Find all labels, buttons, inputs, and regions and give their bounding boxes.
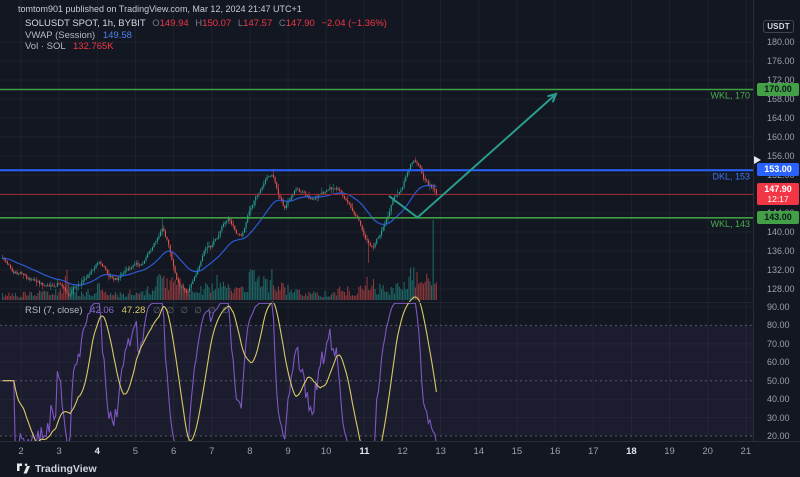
rsi-label[interactable]: RSI (7, close) xyxy=(25,305,83,316)
rsi-tick-label: 20.00 xyxy=(767,431,790,441)
time-axis-label: 13 xyxy=(435,446,446,457)
close-key: C xyxy=(278,18,286,29)
symbol-title[interactable]: SOLUSDT SPOT, 1h, BYBIT xyxy=(25,18,146,29)
time-axis-label: 3 xyxy=(56,446,62,457)
rsi-tick-label: 40.00 xyxy=(767,394,790,405)
tradingview-logo-icon[interactable] xyxy=(17,462,30,475)
time-axis-label: 19 xyxy=(664,446,675,457)
price-marker-arrow-icon xyxy=(754,156,761,164)
rsi-tick-label: 50.00 xyxy=(767,375,790,386)
rsi-tick-label: 30.00 xyxy=(767,412,790,423)
rsi-tick-label: 70.00 xyxy=(767,338,790,349)
time-axis-label: 11 xyxy=(359,446,370,457)
price-level-badge: 170.00 xyxy=(757,82,799,96)
vwap-value: 149.58 xyxy=(102,29,132,41)
footer-bar: TradingView xyxy=(0,460,800,477)
publish-header: tomtom901 published on TradingView.com, … xyxy=(18,4,302,14)
time-axis-label: 21 xyxy=(740,446,752,457)
rsi-tick-label: 80.00 xyxy=(767,320,790,331)
price-tick-label: 176.00 xyxy=(767,56,795,66)
time-axis-label: 9 xyxy=(285,446,291,457)
price-tick-label: 136.00 xyxy=(767,246,795,256)
time-axis-label: 14 xyxy=(473,446,485,457)
svg-text:WKL, 170: WKL, 170 xyxy=(710,91,750,101)
time-axis-label: 5 xyxy=(132,446,139,457)
high-key: H xyxy=(195,18,203,29)
time-axis-label: 6 xyxy=(170,446,177,457)
pane-divider[interactable] xyxy=(0,302,800,303)
open-value: 149.94 xyxy=(159,18,189,29)
time-axis-label: 15 xyxy=(511,446,523,457)
rsi-value: 42.06 xyxy=(90,305,114,316)
high-value: 150.07 xyxy=(202,18,232,29)
time-axis-label: 18 xyxy=(626,446,637,457)
time-axis-label: 7 xyxy=(209,446,215,457)
time-axis-label: 16 xyxy=(549,446,561,457)
time-axis-label: 4 xyxy=(94,446,100,457)
rsi-ma-value: 47.28 xyxy=(121,305,146,316)
price-tick-label: 180.00 xyxy=(767,37,795,47)
close-value: 147.90 xyxy=(285,18,315,29)
svg-text:DKL, 153: DKL, 153 xyxy=(712,171,750,181)
tradingview-brand-text[interactable]: TradingView xyxy=(35,462,97,475)
chart-plot-area[interactable]: WKL, 170 DKL, 153 WKL, 143 xyxy=(0,0,753,468)
price-tick-label: 132.00 xyxy=(767,265,795,275)
price-level-badge: 153.00 xyxy=(757,163,799,177)
price-tick-label: 128.00 xyxy=(767,284,795,294)
low-value: 147.57 xyxy=(243,18,273,29)
volume-label[interactable]: Vol · SOL xyxy=(25,41,66,52)
price-level-badge: 143.00 xyxy=(757,210,799,224)
price-tick-label: 168.00 xyxy=(767,94,795,104)
price-level-badge: 147.90 12:17 xyxy=(757,183,799,206)
open-key: O xyxy=(152,18,160,29)
vwap-label[interactable]: VWAP (Session) xyxy=(25,29,96,41)
currency-toggle-button[interactable]: USDT xyxy=(763,20,794,33)
time-axis-label: 20 xyxy=(702,446,713,457)
price-tick-label: 160.00 xyxy=(767,132,795,142)
rsi-empty-values: ∅ ∅ ∅ ∅ ∅ ∅ xyxy=(153,305,232,315)
price-axis[interactable]: USDT 180.00 176.00 172.00 168.00 164.00 160.0… xyxy=(753,0,800,460)
svg-text:WKL, 143: WKL, 143 xyxy=(710,219,750,229)
rsi-tick-label: 60.00 xyxy=(767,357,790,368)
price-tick-label: 140.00 xyxy=(767,227,795,237)
change-value: −2.04 (−1.36%) xyxy=(321,18,387,29)
rsi-legend: RSI (7, close) 42.06 47.28 ∅ ∅ ∅ ∅ ∅ ∅ xyxy=(25,305,231,316)
time-axis[interactable]: 2 3 4 5 6 7 8 9 10 11 12 13 14 15 16 17 18 19 20 21 xyxy=(0,441,800,460)
time-axis-label: 10 xyxy=(320,446,332,457)
time-axis-label: 8 xyxy=(247,446,253,457)
rsi-tick-label: 90.00 xyxy=(767,302,790,312)
bar-countdown: 12:17 xyxy=(767,194,789,205)
time-axis-label: 2 xyxy=(18,446,24,457)
volume-value: 132.765K xyxy=(72,41,114,52)
time-axis-label: 12 xyxy=(397,446,408,457)
low-key: L xyxy=(237,18,244,29)
price-tick-label: 164.00 xyxy=(767,113,795,123)
symbol-legend: SOLUSDT SPOT, 1h, BYBIT O149.94 H150.07 … xyxy=(25,18,387,53)
price-tick-label: 156.00 xyxy=(767,151,795,161)
price-tick-label: 172.00 xyxy=(767,75,795,85)
time-axis-label: 17 xyxy=(587,446,599,457)
